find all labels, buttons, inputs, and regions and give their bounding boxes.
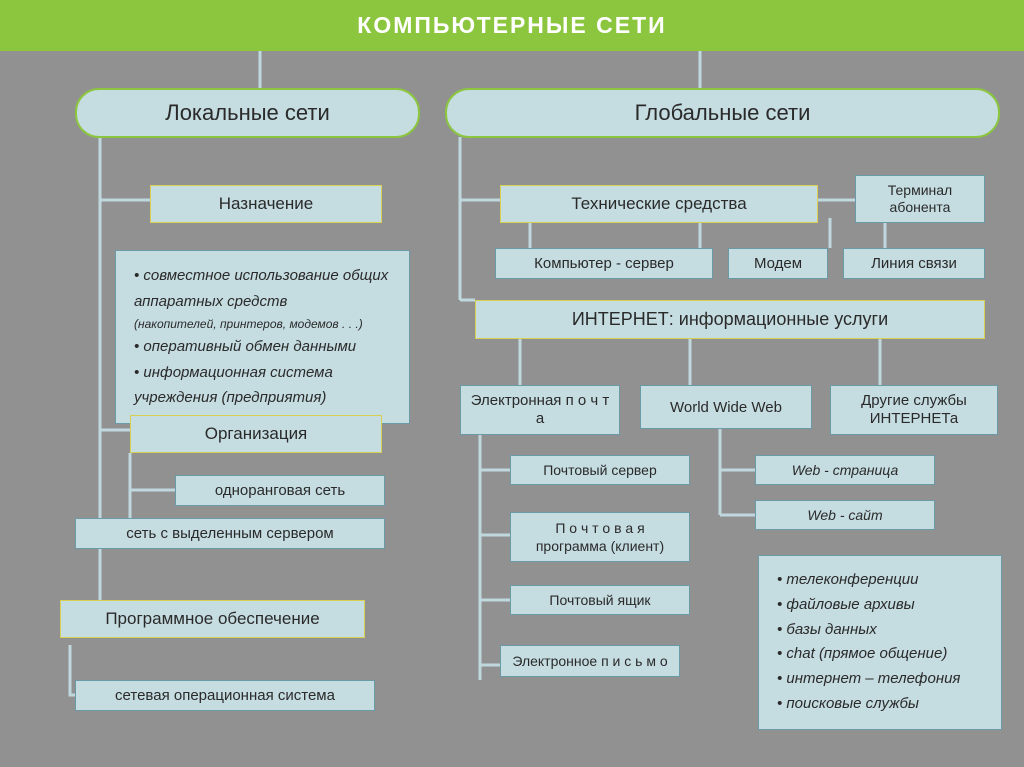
local-purpose-list: • совместное использование общих аппарат… (115, 250, 410, 424)
page-title: КОМПЬЮТЕРНЫЕ СЕТИ (0, 0, 1024, 51)
list-item: • поисковые службы (777, 692, 983, 717)
email-item-0: Почтовый сервер (510, 455, 690, 485)
local-org-item-0: одноранговая сеть (175, 475, 385, 506)
internet-other-list: • телеконференции • файловые архивы • ба… (758, 555, 1002, 730)
list-item: • интернет – телефония (777, 667, 983, 692)
email-item-1: П о ч т о в а я программа (клиент) (510, 512, 690, 562)
local-sw-head: Программное обеспечение (60, 600, 365, 638)
email-item-3: Электронное п и с ь м о (500, 645, 680, 677)
global-tech-item-1: Модем (728, 248, 828, 279)
internet-email-head: Электронная п о ч т а (460, 385, 620, 435)
global-tech-item-0: Компьютер - сервер (495, 248, 713, 279)
list-item: • оперативный обмен данными (134, 334, 391, 360)
email-item-2: Почтовый ящик (510, 585, 690, 615)
branch-global: Глобальные сети (445, 88, 1000, 138)
list-item: • телеконференции (777, 568, 983, 593)
list-item: • информационная система учреждения (пре… (134, 360, 391, 411)
www-item-1: Web - сайт (755, 500, 935, 530)
list-item: • chat (прямое общение) (777, 642, 983, 667)
list-item: (накопителей, принтеров, модемов . . .) (134, 314, 391, 334)
branch-local: Локальные сети (75, 88, 420, 138)
local-org-head: Организация (130, 415, 382, 453)
internet-other-head: Другие службы ИНТЕРНЕТа (830, 385, 998, 435)
global-tech-terminal: Терминал абонента (855, 175, 985, 223)
global-tech-head: Технические средства (500, 185, 818, 223)
local-org-item-1: сеть с выделенным сервером (75, 518, 385, 549)
global-tech-item-2: Линия связи (843, 248, 985, 279)
local-purpose-head: Назначение (150, 185, 382, 223)
list-item: • базы данных (777, 618, 983, 643)
www-item-0: Web - страница (755, 455, 935, 485)
list-item: • файловые архивы (777, 593, 983, 618)
global-internet-head: ИНТЕРНЕТ: информационные услуги (475, 300, 985, 339)
list-item: • совместное использование общих аппарат… (134, 263, 391, 314)
internet-www-head: World Wide Web (640, 385, 812, 429)
local-sw-item-0: сетевая операционная система (75, 680, 375, 711)
